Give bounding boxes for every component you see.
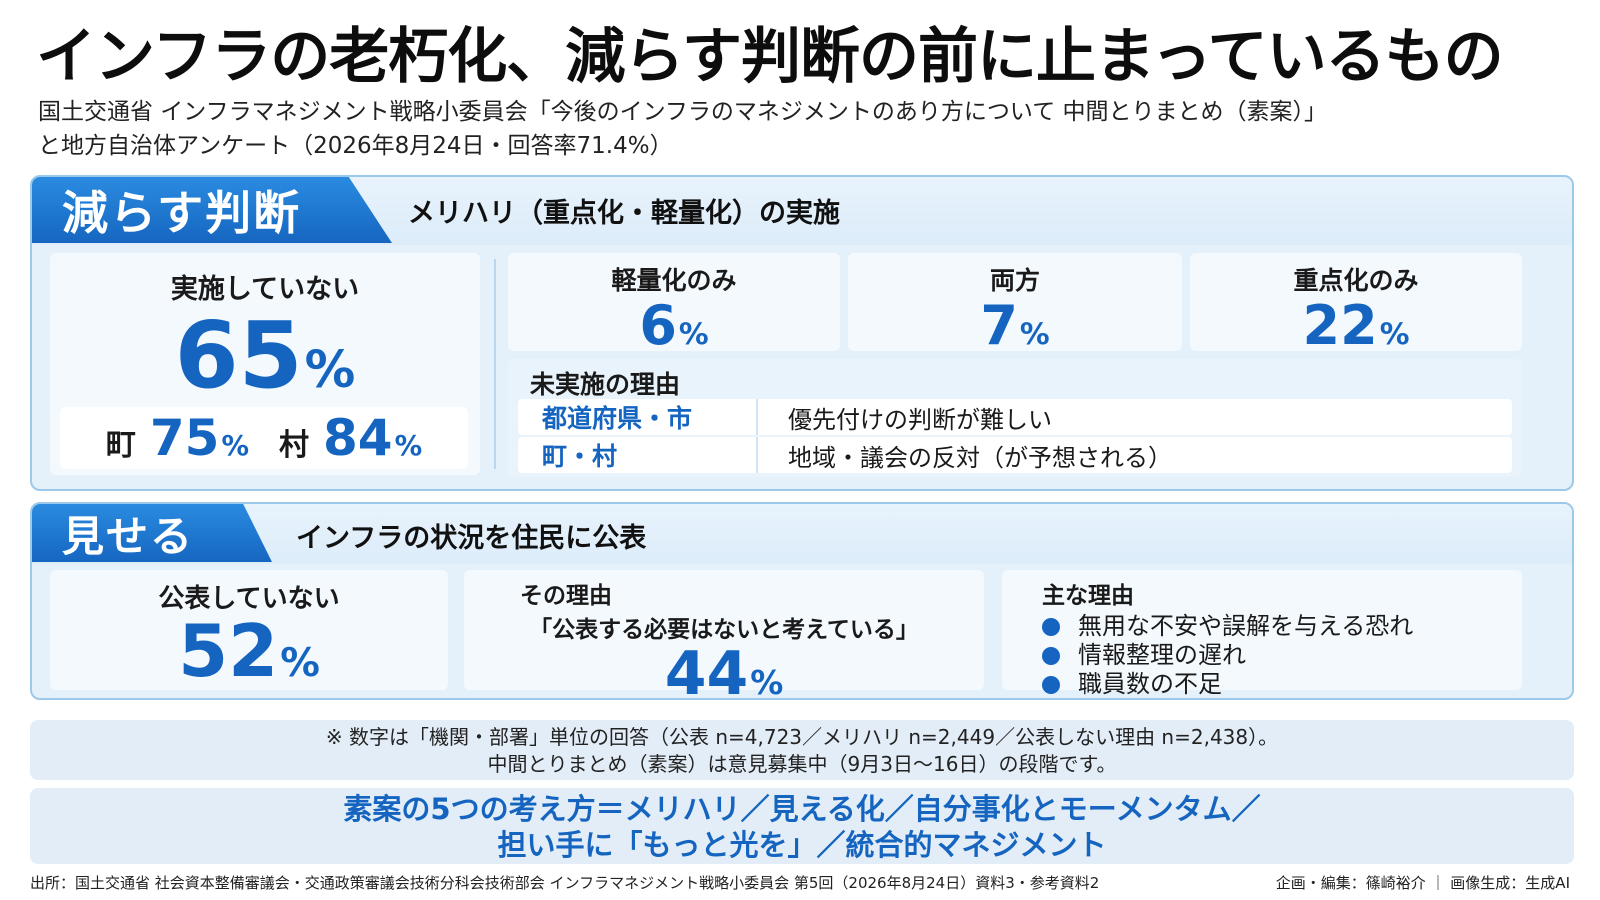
non-implementation-reasons: 未実施の理由 都道府県・市 優先付けの判断が難しい 町・村 地域・議会の反対（が… [508, 359, 1522, 477]
option-priority-number: 22 [1302, 294, 1378, 357]
not-implemented-unit: % [304, 340, 356, 399]
list-item: 職員数の不足 [1042, 670, 1522, 698]
subtitle-line-1: 国土交通省 インフラマネジメント戦略小委員会「今後のインフラのマネジメントのあり… [38, 99, 1328, 125]
reasons-title: 未実施の理由 [530, 370, 681, 399]
bullet-icon [1042, 617, 1060, 636]
not-public-label: 公表していない [158, 584, 340, 614]
list-item: 情報整理の遅れ [1042, 641, 1522, 670]
not-public-unit: % [280, 640, 320, 686]
town-village-breakdown: 町 75% 村 84% [60, 407, 468, 469]
option-both-value: 7% [848, 299, 1182, 353]
list-item-text: 無用な不安や誤解を与える恐れ [1078, 612, 1414, 640]
not-implemented-value: 65% [50, 310, 480, 402]
reduce-tag: 減らす判断 [32, 177, 392, 243]
reason-key-town-village: 町・村 [518, 437, 758, 473]
source-credit: 出所：国土交通省 社会資本整備審議会・交通政策審議会技術分科会技術部会 インフラ… [30, 874, 1100, 892]
reason-key-prefecture-city: 都道府県・市 [518, 399, 758, 435]
not-public-card: 公表していない 52% [50, 570, 448, 690]
breakdown-village: 村 84% [279, 409, 422, 467]
not-public-value: 52% [50, 615, 448, 687]
option-both-card: 両方 7% [848, 253, 1182, 353]
option-both-number: 7 [980, 294, 1018, 357]
reason-card-quote: 「公表する必要はないと考えている」 [529, 617, 919, 643]
bullet-icon [1042, 675, 1060, 694]
show-panel-header [32, 504, 1572, 564]
breakdown-village-number: 84 [323, 409, 393, 467]
main-reasons-list: 無用な不安や誤解を与える恐れ 情報整理の遅れ 職員数の不足 [1042, 612, 1522, 698]
breakdown-town-label: 町 [105, 428, 136, 463]
reason-card-label: その理由 [520, 583, 612, 609]
page-title: インフラの老朽化、減らす判断の前に止まっているもの [36, 22, 1504, 92]
reason-text-prefecture-city: 優先付けの判断が難しい [788, 405, 1052, 434]
main-reasons-title: 主な理由 [1042, 583, 1134, 609]
reduce-panel: 減らす判断 メリハリ（重点化・軽量化）の実施 実施していない 65% 町 75%… [30, 175, 1574, 491]
reason-card-value: 44% [464, 644, 984, 700]
list-item-text: 職員数の不足 [1078, 670, 1222, 698]
list-item-text: 情報整理の遅れ [1078, 641, 1246, 669]
breakdown-village-unit: % [394, 430, 423, 462]
reason-row: 町・村 地域・議会の反対（が予想される） [518, 437, 1512, 473]
footnote-line-1: ※ 数字は「機関・部署」単位の回答（公表 n=4,723／メリハリ n=2,44… [325, 725, 1279, 749]
breakdown-town: 町 75% [106, 409, 249, 467]
concept-box: 素案の5つの考え方＝メリハリ／見える化／自分事化とモーメンタム／ 担い手に「もっ… [30, 788, 1574, 864]
footnote-line-2: 中間とりまとめ（素案）は意見募集中（9月3日〜16日）の段階です。 [487, 752, 1117, 776]
option-lightweight-card: 軽量化のみ 6% [508, 253, 840, 353]
reduce-divider [494, 259, 496, 469]
reason-row: 都道府県・市 優先付けの判断が難しい [518, 399, 1512, 435]
page-subtitle: 国土交通省 インフラマネジメント戦略小委員会「今後のインフラのマネジメントのあり… [38, 95, 1327, 163]
breakdown-town-unit: % [221, 430, 249, 462]
option-lightweight-unit: % [678, 317, 709, 352]
reason-card: その理由 「公表する必要はないと考えている」 44% [464, 570, 984, 698]
option-priority-unit: % [1379, 317, 1410, 352]
footnote-box: ※ 数字は「機関・部署」単位の回答（公表 n=4,723／メリハリ n=2,44… [30, 720, 1574, 780]
breakdown-town-number: 75 [149, 409, 220, 467]
option-priority-card: 重点化のみ 22% [1190, 253, 1522, 353]
reduce-heading: メリハリ（重点化・軽量化）の実施 [408, 198, 840, 229]
breakdown-village-label: 村 [279, 428, 309, 463]
option-both-unit: % [1019, 317, 1050, 352]
option-priority-value: 22% [1190, 299, 1522, 353]
bullet-icon [1042, 646, 1060, 665]
show-heading: インフラの状況を住民に公表 [296, 523, 647, 554]
show-tag: 見せる [32, 504, 272, 562]
breakdown-village-value: 84% [323, 409, 422, 467]
option-lightweight-number: 6 [639, 294, 677, 357]
concept-line-1: 素案の5つの考え方＝メリハリ／見える化／自分事化とモーメンタム／ [343, 792, 1261, 826]
subtitle-line-2: と地方自治体アンケート（2026年8月24日・回答率71.4%） [38, 133, 673, 159]
show-panel: 見せる インフラの状況を住民に公表 公表していない 52% その理由 「公表する… [30, 502, 1574, 700]
not-public-number: 52 [178, 609, 279, 693]
reason-card-number: 44 [664, 639, 749, 700]
option-lightweight-value: 6% [508, 299, 840, 353]
option-lightweight-label: 軽量化のみ [611, 266, 737, 295]
not-implemented-card: 実施していない 65% 町 75% 村 84% [50, 253, 480, 475]
reason-text-town-village: 地域・議会の反対（が予想される） [788, 443, 1172, 472]
not-implemented-label: 実施していない [170, 274, 360, 305]
option-both-label: 両方 [989, 266, 1040, 295]
not-implemented-number: 65 [174, 302, 303, 409]
list-item: 無用な不安や誤解を与える恐れ [1042, 612, 1522, 641]
author-credit: 企画・編集：篠崎裕介 ｜ 画像生成：生成AI [1275, 874, 1570, 892]
concept-line-2: 担い手に「もっと光を」／統合的マネジメント [497, 828, 1107, 862]
reason-card-unit: % [750, 663, 784, 700]
option-priority-label: 重点化のみ [1293, 266, 1419, 295]
breakdown-town-value: 75% [150, 409, 249, 467]
main-reasons-card: 主な理由 無用な不安や誤解を与える恐れ 情報整理の遅れ 職員数の不足 [1002, 570, 1522, 698]
